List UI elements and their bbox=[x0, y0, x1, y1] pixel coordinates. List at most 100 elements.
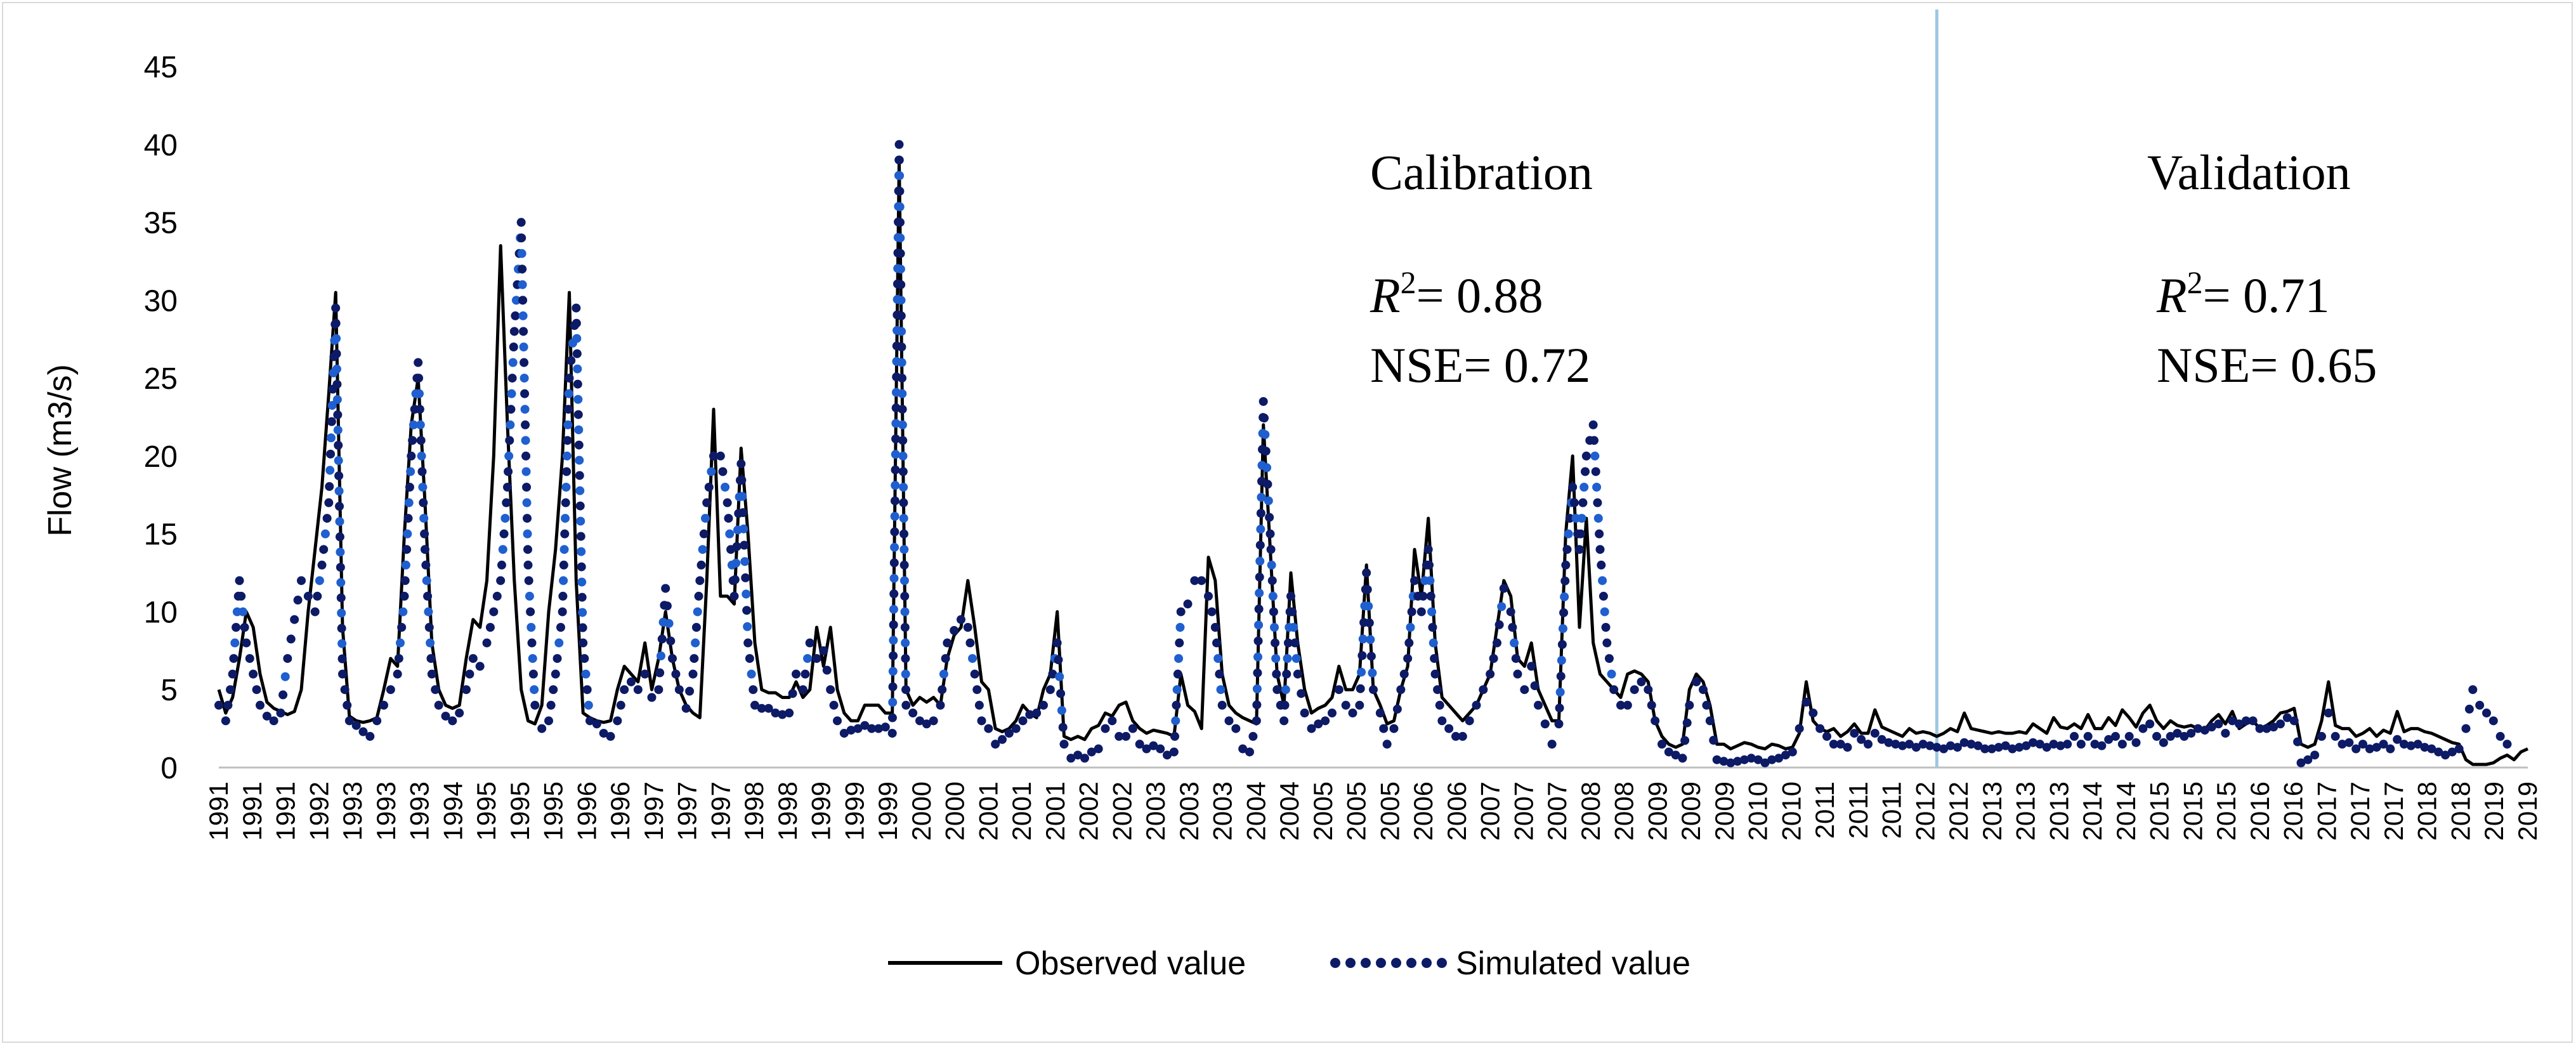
x-tick-label: 2010 bbox=[1776, 781, 1806, 840]
simulated-point bbox=[2413, 740, 2422, 749]
x-tick-label: 2002 bbox=[1107, 781, 1137, 840]
simulated-point bbox=[896, 233, 905, 243]
simulated-point bbox=[561, 514, 570, 523]
simulated-point bbox=[1590, 451, 1600, 461]
simulated-point bbox=[633, 685, 643, 695]
simulated-point bbox=[1260, 414, 1269, 423]
simulated-point bbox=[716, 451, 725, 461]
simulated-point bbox=[509, 327, 519, 336]
simulated-point bbox=[1291, 654, 1301, 664]
simulated-point bbox=[1829, 740, 1838, 749]
simulated-point bbox=[573, 379, 582, 389]
simulated-point bbox=[891, 450, 900, 459]
simulated-point bbox=[1358, 634, 1368, 644]
simulated-point bbox=[900, 607, 910, 617]
simulated-point bbox=[2035, 740, 2044, 749]
simulated-point bbox=[1025, 710, 1035, 719]
x-tick-label: 2005 bbox=[1342, 781, 1371, 840]
simulated-point bbox=[518, 311, 528, 320]
simulated-point bbox=[2441, 750, 2450, 760]
simulated-point bbox=[561, 483, 571, 492]
simulated-point bbox=[414, 358, 423, 367]
simulated-point bbox=[1427, 607, 1437, 617]
simulated-point bbox=[895, 171, 905, 180]
simulated-point bbox=[963, 623, 972, 632]
y-tick-label: 25 bbox=[144, 362, 178, 396]
simulated-point bbox=[508, 358, 518, 367]
simulated-point bbox=[897, 343, 906, 351]
simulated-point bbox=[496, 576, 506, 585]
x-tick-label: 2003 bbox=[1141, 781, 1170, 840]
simulated-point bbox=[898, 374, 907, 383]
simulated-point bbox=[1368, 668, 1377, 677]
simulated-point bbox=[1774, 754, 1784, 763]
simulated-point bbox=[1577, 514, 1586, 523]
simulated-point bbox=[574, 440, 584, 450]
simulated-point bbox=[2495, 731, 2505, 741]
simulated-point bbox=[899, 529, 909, 539]
simulated-point bbox=[427, 669, 436, 679]
simulated-point bbox=[2324, 709, 2333, 718]
simulated-point bbox=[327, 401, 337, 410]
simulated-point bbox=[1602, 638, 1612, 648]
simulated-point bbox=[1039, 700, 1048, 710]
simulated-point bbox=[1272, 669, 1281, 679]
simulated-point bbox=[2008, 744, 2017, 754]
simulated-point bbox=[530, 685, 539, 695]
simulated-point bbox=[1348, 709, 1357, 718]
simulated-point bbox=[523, 560, 533, 570]
simulated-point bbox=[1115, 731, 1124, 741]
x-tick-label: 2012 bbox=[1944, 781, 1973, 840]
simulated-point bbox=[1557, 656, 1566, 665]
y-tick-label: 30 bbox=[144, 284, 178, 318]
simulated-point bbox=[1128, 724, 1137, 733]
simulated-point bbox=[702, 498, 712, 507]
simulated-point bbox=[889, 605, 898, 614]
simulated-point bbox=[1254, 620, 1264, 630]
simulated-point bbox=[698, 545, 707, 554]
simulated-point bbox=[2461, 724, 2471, 733]
simulated-point bbox=[2488, 716, 2498, 726]
simulated-point bbox=[489, 607, 499, 617]
simulated-point bbox=[521, 467, 531, 476]
validation-r2-value: = 0.71 bbox=[2203, 268, 2330, 323]
simulated-point bbox=[584, 700, 593, 710]
simulated-point bbox=[922, 719, 931, 729]
simulated-point bbox=[929, 716, 938, 726]
simulated-point bbox=[1265, 513, 1274, 522]
simulated-point bbox=[1356, 684, 1365, 693]
simulated-point bbox=[523, 545, 533, 554]
simulated-point bbox=[523, 529, 532, 539]
simulated-point bbox=[578, 608, 587, 617]
simulated-point bbox=[1597, 560, 1606, 570]
simulated-point bbox=[518, 280, 527, 289]
simulated-point bbox=[887, 713, 897, 722]
x-tick-label: 2000 bbox=[940, 781, 970, 840]
simulated-point bbox=[771, 709, 780, 718]
simulated-point bbox=[1212, 638, 1221, 648]
simulated-point bbox=[223, 700, 233, 710]
simulated-point bbox=[1399, 669, 1409, 679]
x-tick-label: 1995 bbox=[539, 781, 568, 840]
simulated-point bbox=[522, 483, 532, 492]
y-tick-label: 0 bbox=[160, 752, 178, 785]
simulated-point bbox=[1520, 685, 1529, 695]
simulated-point bbox=[544, 716, 553, 726]
x-tick-label: 1998 bbox=[773, 781, 802, 840]
simulated-point bbox=[900, 591, 910, 601]
simulated-point bbox=[1270, 623, 1279, 632]
simulated-point bbox=[887, 728, 897, 738]
simulated-point bbox=[897, 327, 906, 336]
simulated-point bbox=[2083, 731, 2093, 741]
simulated-point bbox=[523, 514, 532, 523]
simulated-point bbox=[1870, 728, 1880, 738]
simulated-point bbox=[228, 669, 237, 679]
simulated-point bbox=[1932, 743, 1942, 752]
simulated-point bbox=[1255, 588, 1264, 598]
simulated-point bbox=[2015, 743, 2024, 752]
simulated-point bbox=[237, 591, 246, 601]
simulated-point bbox=[337, 624, 346, 633]
simulated-point bbox=[2262, 724, 2272, 733]
simulated-point bbox=[1216, 685, 1226, 695]
simulated-point bbox=[690, 654, 699, 664]
